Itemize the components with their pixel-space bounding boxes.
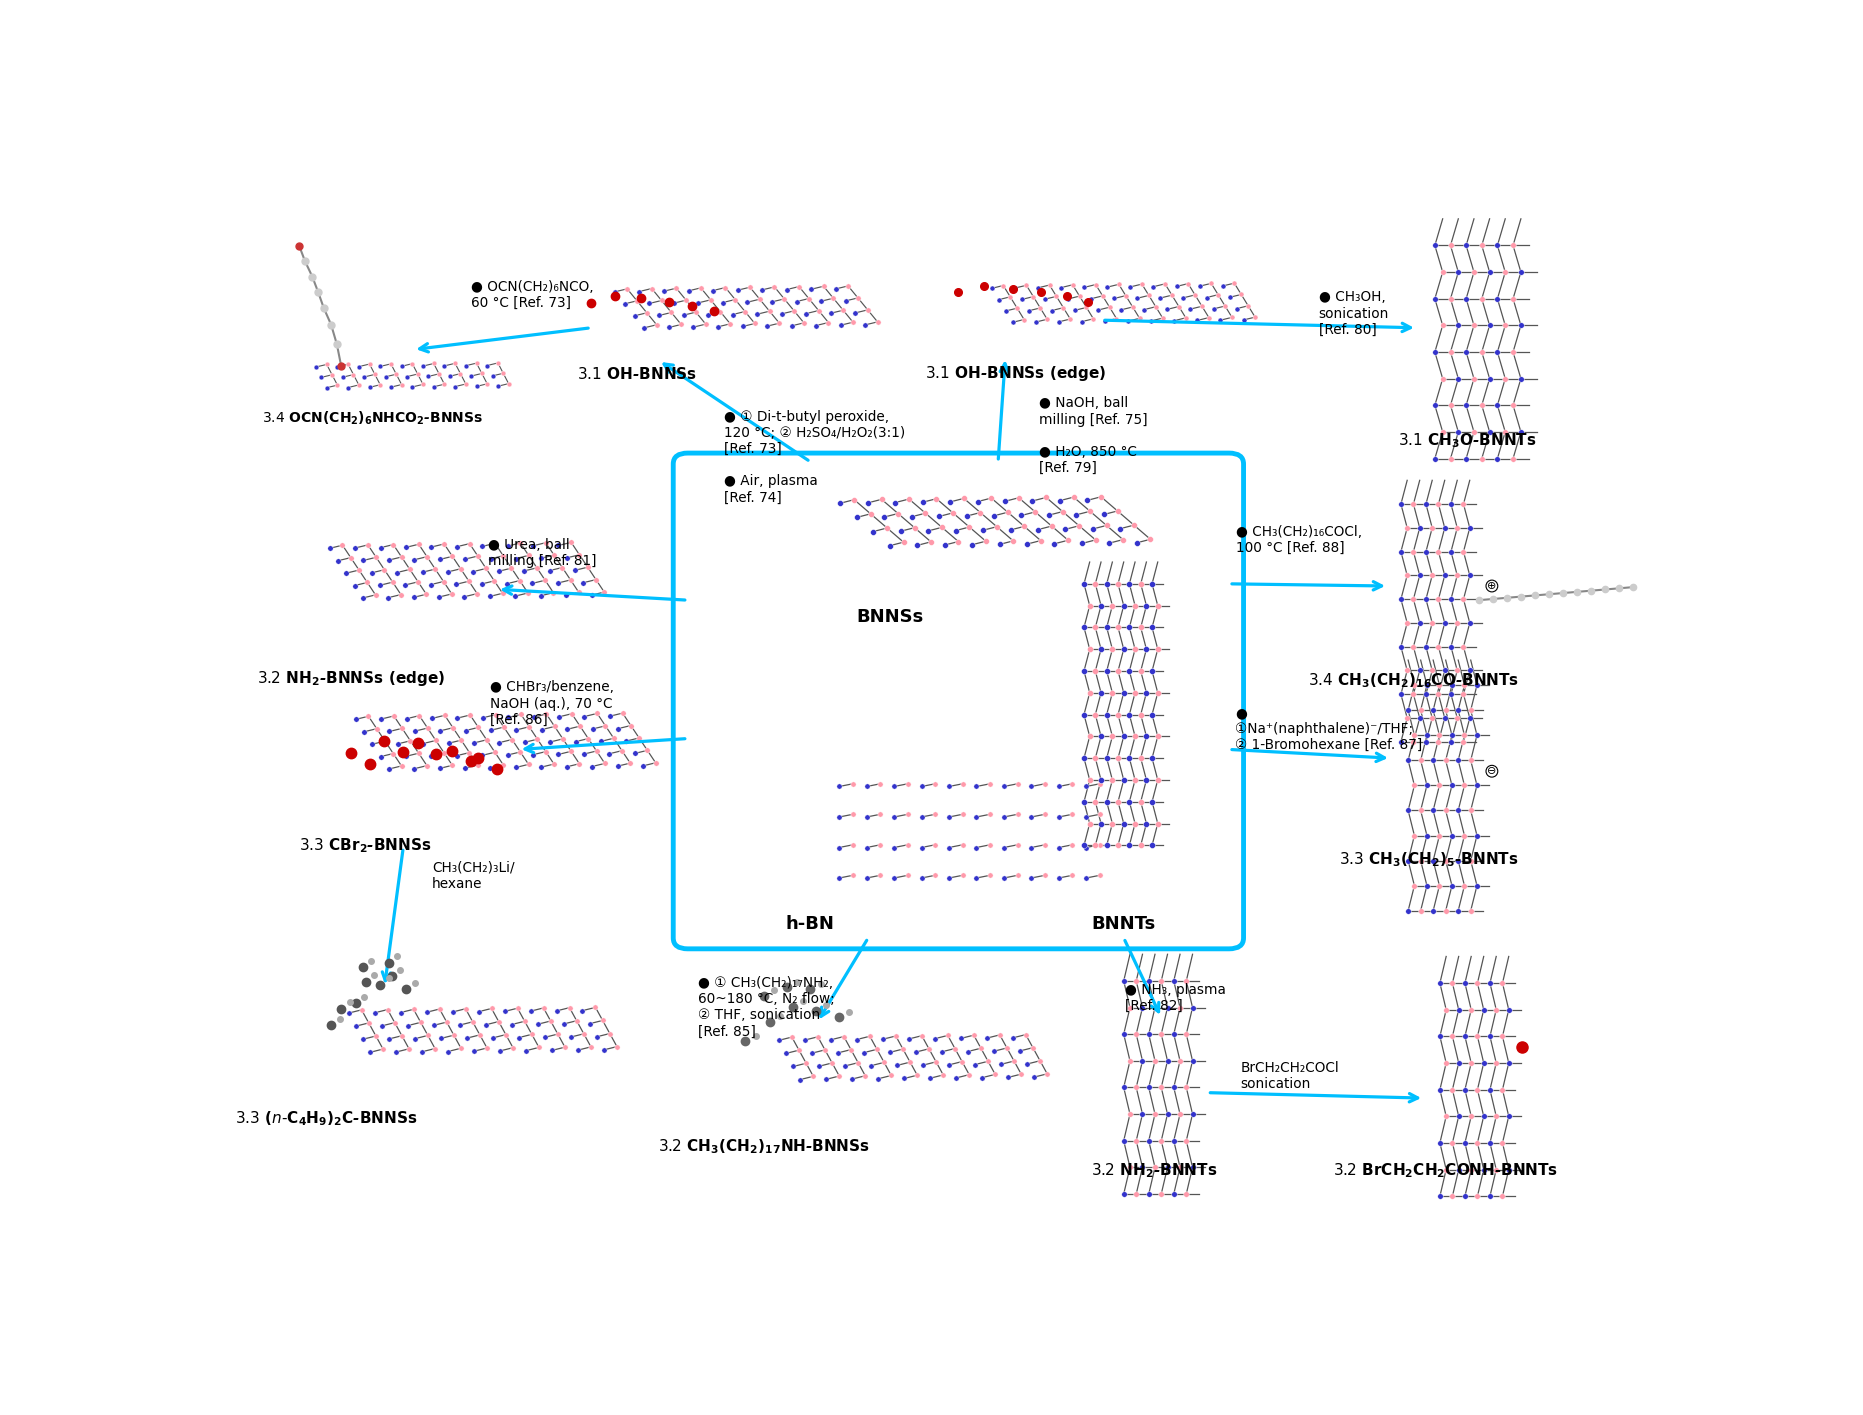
FancyBboxPatch shape <box>673 453 1244 949</box>
Text: $\mathit{3.3}$ $\mathbf{CH_3(CH_2)_5}$-$\mathbf{BNNTs}$: $\mathit{3.3}$ $\mathbf{CH_3(CH_2)_5}$-$… <box>1338 850 1518 869</box>
Text: $\mathit{3.2}$ $\mathbf{BrCH_2CH_2CONH}$-$\mathbf{BNNTs}$: $\mathit{3.2}$ $\mathbf{BrCH_2CH_2CONH}$… <box>1334 1162 1557 1180</box>
Text: BrCH₂CH₂COCl
sonication: BrCH₂CH₂COCl sonication <box>1241 1061 1339 1091</box>
Text: ● CH₃OH,
sonication
[Ref. 80]: ● CH₃OH, sonication [Ref. 80] <box>1319 290 1390 337</box>
Text: CH₃(CH₂)₃Li/
hexane: CH₃(CH₂)₃Li/ hexane <box>432 860 514 891</box>
Text: ● CH₃(CH₂)₁₆COCl,
100 °C [Ref. 88]: ● CH₃(CH₂)₁₆COCl, 100 °C [Ref. 88] <box>1237 525 1362 555</box>
Text: ● ① Di-t-butyl peroxide,
120 °C; ② H₂SO₄/H₂O₂(3:1)
[Ref. 73]

● Air, plasma
[Ref: ● ① Di-t-butyl peroxide, 120 °C; ② H₂SO₄… <box>725 409 905 505</box>
Text: ● OCN(CH₂)₆NCO,
60 °C [Ref. 73]: ● OCN(CH₂)₆NCO, 60 °C [Ref. 73] <box>471 280 594 310</box>
Text: $\mathit{3.1}$ $\mathbf{OH}$-$\mathbf{BNNSs}$: $\mathit{3.1}$ $\mathbf{OH}$-$\mathbf{BN… <box>578 366 697 382</box>
Text: ● ① CH₃(CH₂)₁₇NH₂,
60~180 °C, N₂ flow;
② THF, sonication
[Ref. 85]: ● ① CH₃(CH₂)₁₇NH₂, 60~180 °C, N₂ flow; ②… <box>699 976 835 1039</box>
Text: ● NaOH, ball
milling [Ref. 75]

● H₂O, 850 °C
[Ref. 79]: ● NaOH, ball milling [Ref. 75] ● H₂O, 85… <box>1038 396 1148 475</box>
Text: $\mathit{3.3}$ $\mathbf{CBr_2}$-$\mathbf{BNNSs}$: $\mathit{3.3}$ $\mathbf{CBr_2}$-$\mathbf… <box>300 836 432 855</box>
Text: ● Urea, ball
milling [Ref. 81]: ● Urea, ball milling [Ref. 81] <box>488 538 596 569</box>
Text: BNNSs: BNNSs <box>857 607 924 625</box>
Text: $\mathit{3.3}$ $\mathbf{(\mathit{n}\text{-}C_4H_9)_2C}$-$\mathbf{BNNSs}$: $\mathit{3.3}$ $\mathbf{(\mathit{n}\text… <box>235 1109 417 1128</box>
Text: ● CHBr₃/benzene,
NaOH (aq.), 70 °C
[Ref. 86]: ● CHBr₃/benzene, NaOH (aq.), 70 °C [Ref.… <box>490 681 615 727</box>
Text: $\mathit{3.1}$ $\mathbf{OH}$-$\mathbf{BNNSs}$ $\mathbf{(edge)}$: $\mathit{3.1}$ $\mathbf{OH}$-$\mathbf{BN… <box>924 364 1107 382</box>
Text: h-BN: h-BN <box>786 914 835 932</box>
Text: $\mathit{3.2}$ $\mathbf{CH_3(CH_2)_{17}NH}$-$\mathbf{BNNSs}$: $\mathit{3.2}$ $\mathbf{CH_3(CH_2)_{17}N… <box>658 1138 870 1156</box>
Text: ⊕: ⊕ <box>1487 582 1496 591</box>
Text: BNNTs: BNNTs <box>1092 914 1155 932</box>
Text: $\mathit{3.2}$ $\mathbf{NH_2}$-$\mathbf{BNNTs}$: $\mathit{3.2}$ $\mathbf{NH_2}$-$\mathbf{… <box>1092 1162 1217 1180</box>
Text: $\mathit{3.2}$ $\mathbf{NH_2}$-$\mathbf{BNNSs}$ $\mathbf{(edge)}$: $\mathit{3.2}$ $\mathbf{NH_2}$-$\mathbf{… <box>257 669 445 688</box>
Text: $\mathit{3.4}$ $\mathbf{OCN(CH_2)_6NHCO_2}$-$\mathbf{BNNSs}$: $\mathit{3.4}$ $\mathbf{OCN(CH_2)_6NHCO_… <box>261 409 483 427</box>
Text: ●
①Na⁺(naphthalene)⁻/THF;
② 1-Bromohexane [Ref. 87]: ● ①Na⁺(naphthalene)⁻/THF; ② 1-Bromohexan… <box>1235 706 1421 753</box>
Text: ⊖: ⊖ <box>1487 767 1496 777</box>
Text: $\mathit{3.1}$ $\mathbf{CH_3O}$-$\mathbf{BNNTs}$: $\mathit{3.1}$ $\mathbf{CH_3O}$-$\mathbf… <box>1397 432 1537 450</box>
Text: ● NH₃, plasma
[Ref. 82]: ● NH₃, plasma [Ref. 82] <box>1125 983 1226 1013</box>
Text: $\mathit{3.4}$ $\mathbf{CH_3(CH_2)_{16}CO}$-$\mathbf{BNNTs}$: $\mathit{3.4}$ $\mathbf{CH_3(CH_2)_{16}C… <box>1308 671 1520 689</box>
